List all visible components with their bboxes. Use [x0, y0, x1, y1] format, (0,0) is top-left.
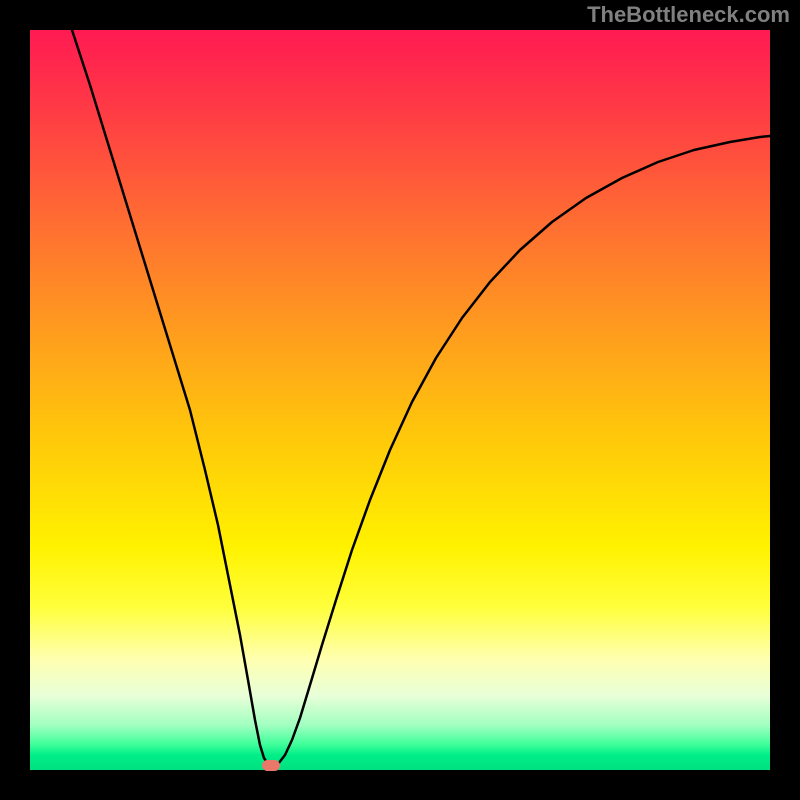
gradient-background	[30, 30, 770, 770]
watermark-text: TheBottleneck.com	[587, 2, 790, 28]
minimum-marker	[262, 760, 280, 771]
chart-container: TheBottleneck.com	[0, 0, 800, 800]
gradient-rect	[30, 30, 770, 770]
plot-area	[30, 30, 770, 770]
